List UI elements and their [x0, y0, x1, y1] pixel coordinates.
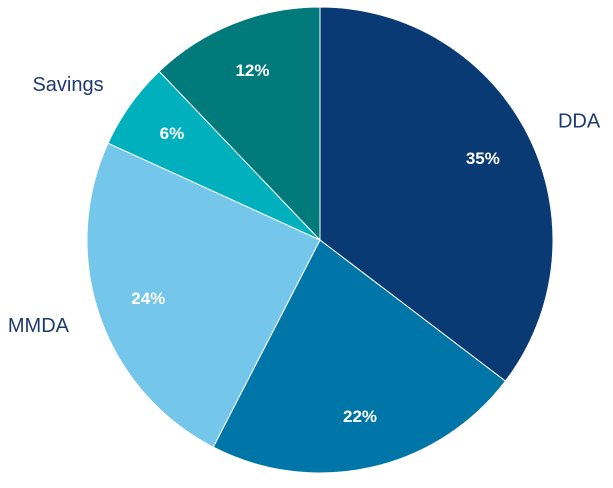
slice-category-label: Time: [178, 0, 222, 4]
slice-value-label: 22%: [343, 407, 377, 426]
pie-slice: [86, 142, 321, 448]
slice-value-label: 24%: [131, 289, 165, 308]
slice-value-label: 12%: [235, 61, 269, 80]
slice-category-label: Savings: [32, 74, 103, 96]
slice-category-label: DDA: [558, 110, 601, 132]
pie-slice: [158, 6, 321, 242]
slice-category-label: MMDA: [8, 315, 70, 337]
pie-slice: [212, 239, 507, 474]
slice-value-label: 35%: [466, 149, 500, 168]
pie-slice: [319, 6, 554, 382]
slice-value-label: 6%: [160, 124, 185, 143]
